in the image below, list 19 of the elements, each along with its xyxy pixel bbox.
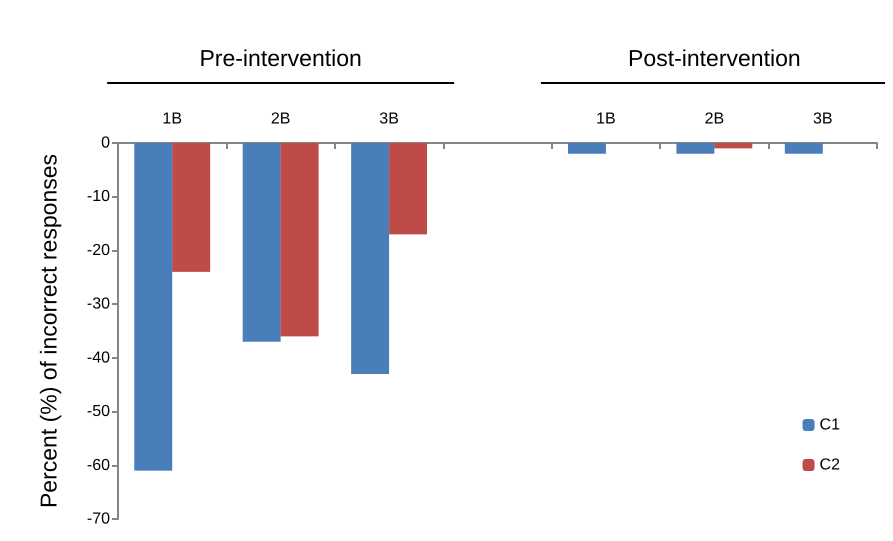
y-tick-label: -70 (86, 510, 110, 528)
x-tick-label: 2B (270, 110, 290, 128)
x-tick-label: 2B (704, 110, 724, 128)
x-tick-label: 3B (379, 110, 399, 128)
y-tick-label: -60 (86, 456, 110, 474)
text: Post-intervention (628, 45, 801, 71)
y-axis-title: Percent (%) of incorrect responses (36, 154, 62, 508)
legend-label: C1 (820, 416, 840, 434)
y-tick-label: -50 (86, 403, 110, 420)
y-tick-label: -10 (86, 188, 110, 206)
x-tick-label: 1B (596, 110, 616, 128)
y-tick-label: 0 (101, 134, 110, 152)
y-tick-label: -30 (86, 296, 110, 313)
y-tick-label: -40 (86, 349, 110, 366)
x-tick-label: 1B (162, 110, 182, 128)
legend-label: C2 (820, 456, 840, 474)
x-tick-label: 3B (812, 110, 833, 128)
y-tick-label: -20 (86, 242, 110, 259)
text: Pre-intervention (199, 45, 362, 71)
